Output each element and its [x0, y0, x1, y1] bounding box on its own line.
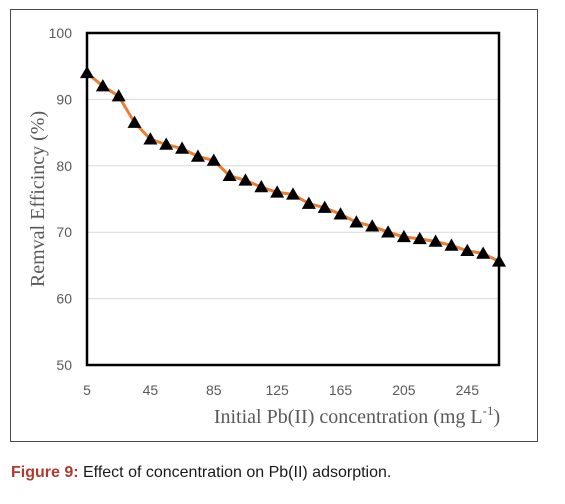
figure-caption: Figure 9: Effect of concentration on Pb(… — [11, 464, 556, 482]
series-markers — [80, 65, 506, 267]
data-point-marker — [460, 243, 475, 257]
data-point-marker — [301, 196, 316, 209]
gridlines — [87, 98, 499, 300]
x-tick-label: 5 — [83, 382, 91, 398]
caption-label: Figure 9: — [11, 464, 79, 481]
data-point-marker — [365, 219, 380, 232]
data-point-marker — [95, 79, 110, 92]
data-point-marker — [175, 141, 190, 154]
data-point-marker — [270, 185, 285, 198]
x-tick-label: 205 — [392, 382, 416, 398]
caption-text: Effect of concentration on Pb(II) adsorp… — [78, 464, 392, 481]
data-point-marker — [396, 229, 411, 243]
x-tick-label: 45 — [143, 382, 159, 398]
y-tick-labels: 50 60 70 80 90 100 — [49, 25, 73, 373]
data-point-marker — [492, 254, 506, 267]
data-point-marker — [254, 180, 269, 193]
y-tick-label: 60 — [56, 291, 72, 307]
data-point-marker — [476, 246, 491, 259]
data-point-marker — [428, 234, 443, 247]
data-point-marker — [286, 187, 300, 200]
y-tick-label: 100 — [49, 25, 73, 41]
data-point-marker — [444, 238, 459, 251]
data-point-marker — [333, 207, 348, 220]
x-tick-labels: 5 45 85 125 165 205 245 — [83, 382, 479, 398]
x-tick-label: 85 — [206, 382, 222, 398]
data-point-marker — [80, 65, 94, 79]
data-point-marker — [159, 137, 174, 150]
series-line — [86, 71, 500, 263]
data-point-marker — [222, 168, 237, 182]
x-axis-title: Initial Pb(II) concentration (mg L-1) — [214, 403, 500, 428]
x-tick-label: 165 — [329, 382, 353, 398]
data-point-marker — [206, 153, 221, 166]
y-tick-label: 70 — [56, 224, 72, 240]
data-point-marker — [127, 115, 142, 128]
y-tick-label: 90 — [56, 91, 72, 107]
data-point-marker — [238, 173, 253, 186]
y-axis-title: Remval Efficincy (%) — [27, 111, 49, 287]
data-point-marker — [143, 132, 158, 145]
plot-area-border — [85, 31, 501, 367]
data-point-marker — [349, 215, 364, 228]
x-tick-label: 245 — [456, 382, 480, 398]
y-tick-label: 50 — [56, 357, 72, 373]
data-point-marker — [111, 89, 126, 102]
data-point-marker — [381, 225, 396, 238]
x-tick-label: 125 — [265, 382, 289, 398]
data-point-marker — [190, 149, 205, 162]
data-point-marker — [412, 231, 427, 245]
data-point-marker — [317, 200, 332, 213]
y-tick-label: 80 — [56, 158, 72, 174]
